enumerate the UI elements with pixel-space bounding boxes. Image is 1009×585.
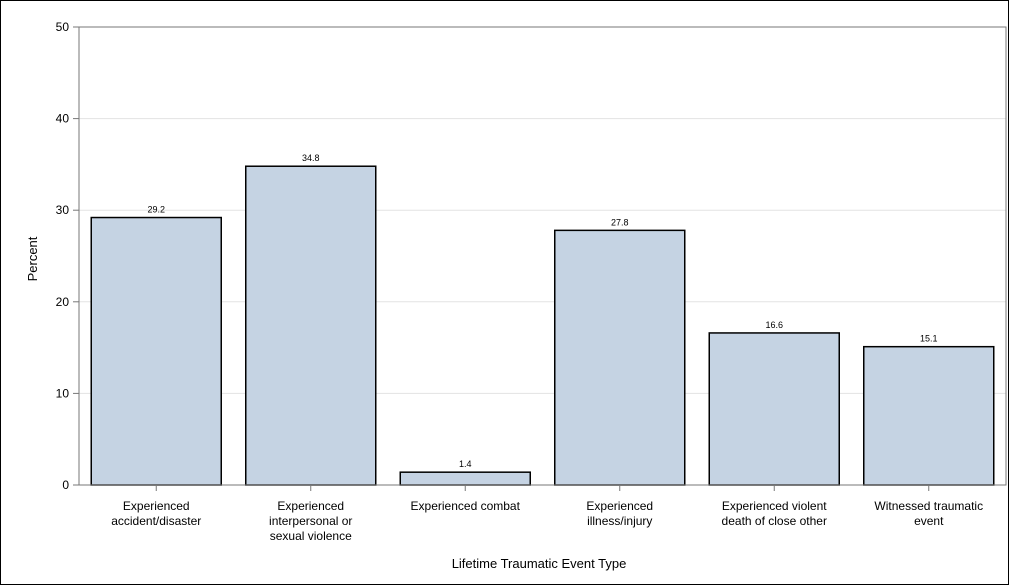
y-tick-label: 0 xyxy=(62,478,69,492)
bar xyxy=(863,345,995,486)
y-tick-label: 30 xyxy=(56,203,70,217)
bar xyxy=(399,471,531,486)
x-tick-label: Experienced violent death of close other xyxy=(722,499,828,528)
y-tick-label: 10 xyxy=(56,386,70,400)
bars: 29.2 34.8 1.4 27.8 16.6 15.1 xyxy=(90,153,995,486)
x-axis-title: Lifetime Traumatic Event Type xyxy=(452,556,627,571)
axes: 0 10 20 30 40 50 Experienced accident/disaster E… xyxy=(56,20,1007,543)
x-tick-label: Experienced combat xyxy=(411,499,521,513)
data-label: 34.8 xyxy=(302,153,320,163)
data-label: 15.1 xyxy=(920,334,938,344)
y-tick-label: 50 xyxy=(56,20,70,34)
plot-border xyxy=(78,26,1007,486)
bar xyxy=(90,216,222,486)
x-tick-label: Witnessed traumatic event xyxy=(874,499,983,528)
data-label: 16.6 xyxy=(765,320,783,330)
data-label: 27.8 xyxy=(611,217,629,227)
bar xyxy=(708,332,840,486)
y-tick-label: 20 xyxy=(56,295,70,309)
bar xyxy=(245,165,377,486)
x-tick-label: Experienced illness/injury xyxy=(586,499,653,528)
y-axis-title: Percent xyxy=(25,236,40,281)
y-tick-label: 40 xyxy=(56,112,70,126)
data-label: 29.2 xyxy=(147,205,165,215)
x-tick-label: Experienced accident/disaster xyxy=(111,499,201,528)
data-label: 1.4 xyxy=(459,459,472,469)
x-tick-label: Experienced interpersonal or sexual violen… xyxy=(269,499,352,543)
bar xyxy=(554,229,686,486)
